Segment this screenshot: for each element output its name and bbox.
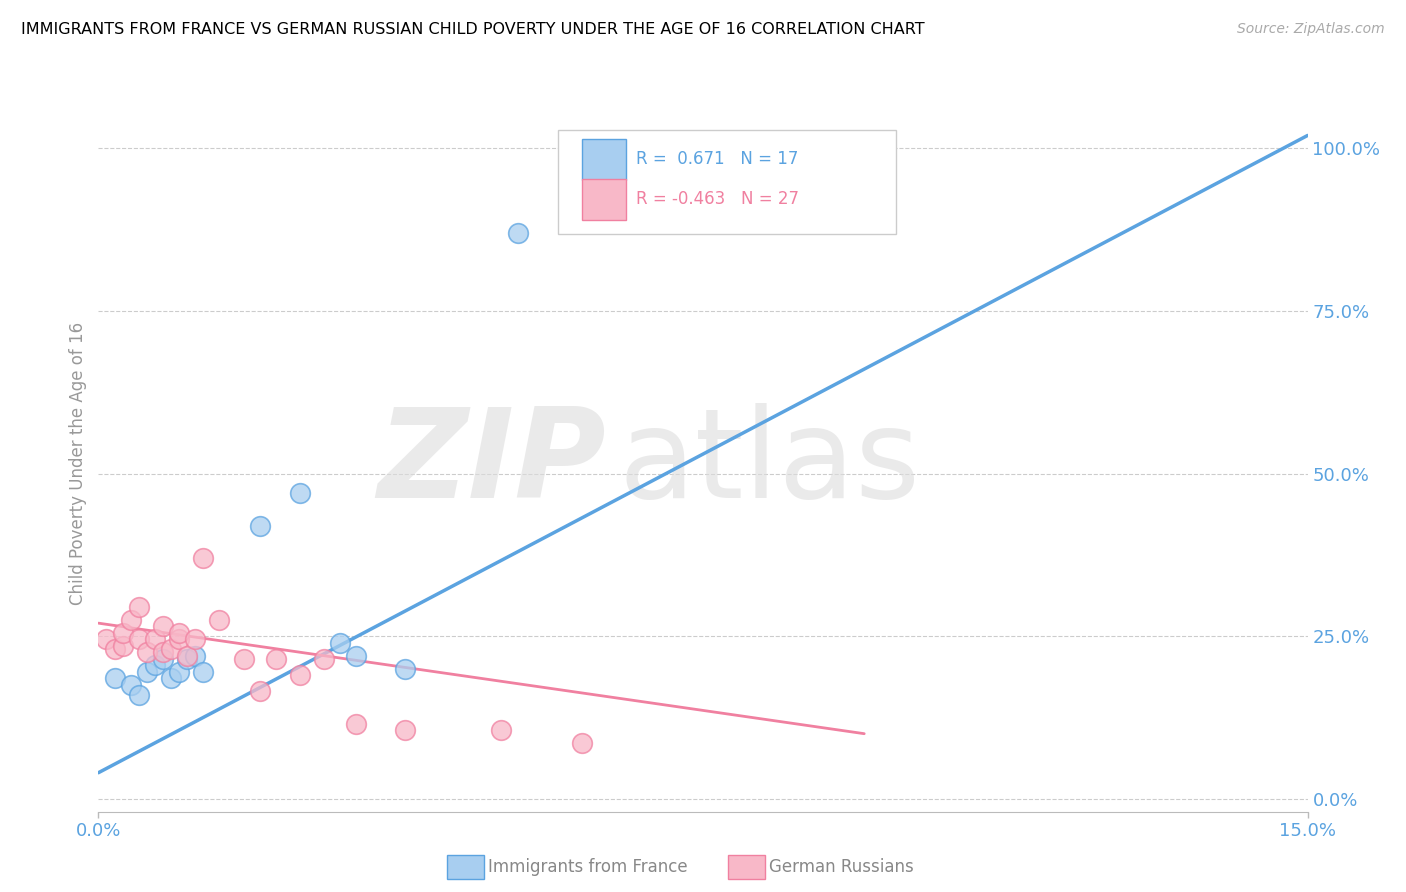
Point: [176, 648, 198, 663]
Point: [344, 717, 367, 731]
Point: [120, 678, 142, 692]
Point: [111, 639, 134, 653]
Text: Source: ZipAtlas.com: Source: ZipAtlas.com: [1237, 22, 1385, 37]
Point: [288, 668, 311, 682]
Point: [152, 619, 174, 633]
Point: [394, 662, 416, 676]
Point: [208, 613, 231, 627]
Point: [160, 642, 183, 657]
Point: [491, 723, 513, 738]
Point: [160, 672, 183, 686]
Point: [394, 723, 416, 738]
Text: German Russians: German Russians: [769, 858, 914, 876]
Point: [193, 551, 215, 566]
Point: [96, 632, 118, 647]
Point: [152, 652, 174, 666]
Text: Immigrants from France: Immigrants from France: [488, 858, 688, 876]
FancyBboxPatch shape: [582, 179, 626, 220]
Point: [167, 665, 190, 679]
Point: [571, 736, 593, 750]
Point: [176, 652, 198, 666]
Text: atlas: atlas: [619, 403, 921, 524]
Point: [135, 645, 157, 659]
Point: [184, 632, 207, 647]
Point: [128, 599, 150, 614]
Y-axis label: Child Poverty Under the Age of 16: Child Poverty Under the Age of 16: [69, 322, 87, 606]
Text: R = -0.463   N = 27: R = -0.463 N = 27: [637, 191, 800, 209]
Point: [184, 648, 207, 663]
Point: [135, 665, 157, 679]
Text: IMMIGRANTS FROM FRANCE VS GERMAN RUSSIAN CHILD POVERTY UNDER THE AGE OF 16 CORRE: IMMIGRANTS FROM FRANCE VS GERMAN RUSSIAN…: [21, 22, 925, 37]
Point: [249, 518, 271, 533]
Point: [193, 665, 215, 679]
Point: [111, 626, 134, 640]
Point: [249, 684, 271, 698]
Point: [167, 632, 190, 647]
FancyBboxPatch shape: [558, 130, 897, 235]
Point: [103, 642, 125, 657]
Point: [103, 672, 125, 686]
Text: R =  0.671   N = 17: R = 0.671 N = 17: [637, 150, 799, 168]
Point: [143, 632, 166, 647]
Point: [506, 226, 529, 240]
Point: [128, 688, 150, 702]
Point: [128, 632, 150, 647]
Point: [288, 486, 311, 500]
Point: [167, 626, 190, 640]
Point: [232, 652, 254, 666]
Point: [314, 652, 336, 666]
Point: [264, 652, 287, 666]
Point: [120, 613, 142, 627]
Point: [344, 648, 367, 663]
Point: [152, 645, 174, 659]
Point: [143, 658, 166, 673]
FancyBboxPatch shape: [582, 138, 626, 179]
Text: ZIP: ZIP: [378, 403, 606, 524]
Point: [329, 635, 352, 649]
